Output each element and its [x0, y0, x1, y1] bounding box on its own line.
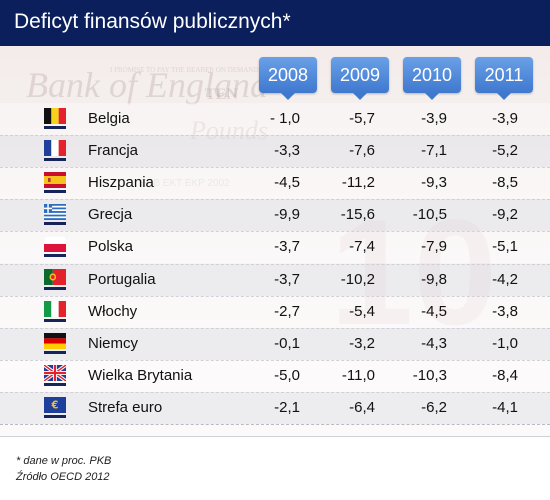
deficit-value-2008: -3,3: [274, 142, 300, 160]
svg-text:€: €: [51, 399, 59, 412]
footer-divider: [0, 436, 550, 437]
table-row: Polska -3,7 -7,4 -7,9 -5,1: [0, 231, 550, 264]
euro-flag-icon: €: [44, 396, 66, 418]
row-separator: [0, 295, 550, 297]
table-row: Niemcy -0,1 -3,2 -4,3 -1,0: [0, 327, 550, 360]
row-separator: [0, 359, 550, 361]
year-tab-2: 2010: [403, 57, 461, 100]
italy-flag-icon: [44, 300, 66, 322]
deficit-value-2008: -0,1: [274, 334, 300, 352]
country-name: Portugalia: [88, 270, 156, 288]
deficit-value-2011: -3,9: [492, 110, 518, 127]
deficit-value-2011: -3,8: [492, 302, 518, 320]
title-bar: Deficyt finansów publicznych*: [0, 0, 550, 46]
country-name: Francja: [88, 142, 139, 160]
table-row: € Strefa euro -2,1 -6,4 -6,2 -4,1: [0, 391, 550, 424]
country-name: Wielka Brytania: [88, 366, 193, 384]
deficit-value-2010: -10,3: [412, 366, 447, 384]
deficit-value-2011: -5,2: [492, 142, 518, 160]
deficit-value-2009: -11,2: [341, 174, 375, 192]
country-name: Włochy: [88, 302, 138, 320]
deficit-value-2008: -3,7: [274, 270, 300, 288]
spain-flag-icon: [44, 172, 66, 194]
deficit-value-2011: -1,0: [492, 334, 518, 352]
deficit-value-2010: -7,1: [421, 142, 447, 160]
deficit-value-2011: -5,1: [492, 238, 518, 256]
year-tab-3: 2011: [475, 57, 533, 100]
country-name: Polska: [88, 238, 134, 256]
deficit-value-2011: -4,2: [492, 270, 518, 288]
deficit-value-2010: -3,9: [421, 110, 447, 127]
france-flag-icon: [44, 140, 66, 162]
belgium-flag-icon: [44, 108, 66, 129]
deficit-value-2008: -3,7: [274, 238, 300, 256]
deficit-value-2008: -4,5: [274, 174, 300, 192]
deficit-value-2008: -2,1: [274, 398, 300, 416]
row-separator: [0, 231, 550, 233]
deficit-value-2011: -9,2: [492, 206, 518, 224]
country-name: Hiszpania: [88, 174, 154, 192]
country-name: Grecja: [88, 206, 133, 224]
year-tab-0: 2008: [259, 57, 317, 100]
table-row: Grecja -9,9 -15,6 -10,5 -9,2: [0, 199, 550, 232]
deficit-value-2011: -8,5: [492, 174, 518, 192]
deficit-value-2009: -10,2: [340, 270, 375, 288]
footnote: * dane w proc. PKB: [16, 455, 112, 467]
deficit-value-2008: -5,0: [274, 366, 300, 384]
deficit-value-2010: -7,9: [421, 238, 447, 256]
deficit-value-2010: -4,3: [421, 334, 447, 352]
deficit-value-2008: -2,7: [274, 302, 300, 320]
banknote-ten: TEN: [205, 86, 238, 103]
deficit-value-2010: -10,5: [412, 206, 447, 224]
deficit-value-2008: - 1,0: [269, 110, 300, 127]
country-name: Niemcy: [88, 334, 139, 352]
deficit-value-2008: -9,9: [274, 206, 300, 224]
deficit-value-2010: -9,8: [421, 270, 447, 288]
banknote-promise: I PROMISE TO PAY THE BEARER ON DEMAND TH…: [110, 66, 302, 74]
banknote-bank-name: Bank of England: [26, 65, 268, 105]
table-row: Włochy -2,7 -5,4 -4,5 -3,8: [0, 295, 550, 328]
poland-flag-icon: [43, 236, 67, 258]
deficit-value-2010: -4,5: [421, 302, 447, 320]
table-row: Belgia - 1,0 -5,7 -3,9 -3,9: [0, 103, 550, 135]
deficit-value-2009: -5,4: [349, 302, 375, 320]
uk-flag-icon: [43, 363, 67, 386]
deficit-value-2009: -3,2: [349, 334, 375, 352]
deficit-value-2009: -5,7: [349, 110, 375, 127]
deficit-value-2011: -8,4: [492, 366, 518, 384]
greece-flag-icon: [44, 204, 66, 226]
deficit-value-2009: -7,4: [349, 238, 375, 256]
row-separator: [0, 167, 550, 169]
deficit-value-2009: -7,6: [349, 142, 375, 160]
table-row: Wielka Brytania -5,0 -11,0 -10,3 -8,4: [0, 359, 550, 392]
source-note: Źródło OECD 2012: [16, 471, 110, 483]
deficit-value-2009: -6,4: [349, 398, 375, 416]
year-tab-1: 2009: [331, 57, 389, 100]
banknote-euro-code: EKB EKT EKP 2002: [140, 178, 230, 189]
germany-flag-icon: [44, 332, 66, 354]
country-name: Strefa euro: [88, 398, 163, 416]
table-row: Portugalia -3,7 -10,2 -9,8 -4,2: [0, 263, 550, 296]
deficit-value-2010: -6,2: [421, 398, 447, 416]
row-separator: [0, 424, 550, 425]
deficit-value-2009: -11,0: [341, 366, 375, 384]
deficit-value-2011: -4,1: [492, 398, 518, 416]
portugal-flag-icon: [44, 268, 66, 290]
deficit-value-2010: -9,3: [421, 174, 447, 192]
country-name: Belgia: [88, 110, 130, 127]
table-row: Hiszpania -4,5 -11,2 -9,3 -8,5: [0, 167, 550, 200]
chart-title: Deficyt finansów publicznych*: [14, 10, 291, 33]
deficit-value-2009: -15,6: [340, 206, 375, 224]
table-row: Francja -3,3 -7,6 -7,1 -5,2: [0, 135, 550, 168]
